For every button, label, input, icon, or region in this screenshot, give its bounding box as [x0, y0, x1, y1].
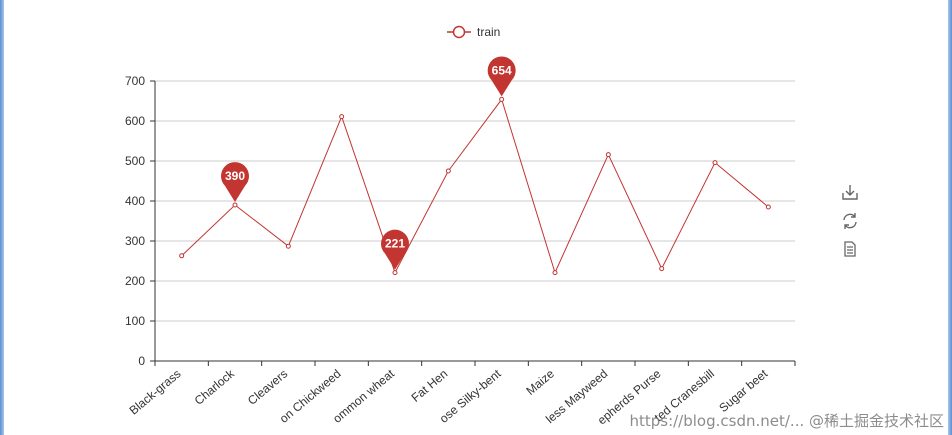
data-point[interactable] — [232, 202, 238, 208]
mark-points: 390 221 654 — [221, 56, 516, 270]
legend[interactable]: train — [447, 25, 500, 39]
mark-point-pin[interactable]: 221 — [380, 229, 410, 270]
y-tick-label: 200 — [125, 274, 145, 288]
x-tick-label: Sugar beet — [716, 366, 770, 415]
data-point[interactable] — [339, 114, 345, 120]
pin-label: 221 — [385, 237, 405, 251]
data-point[interactable] — [179, 253, 185, 259]
x-tick-label: Cleavers — [245, 367, 290, 408]
y-tick-label: 600 — [125, 114, 145, 128]
series-train — [179, 96, 771, 276]
series-line-train — [181, 98, 769, 275]
y-tick-label: 300 — [125, 234, 145, 248]
x-tick-label: Fat Hen — [409, 367, 451, 405]
data-point[interactable] — [392, 270, 398, 276]
data-point[interactable] — [445, 168, 451, 174]
download-icon[interactable] — [842, 185, 858, 200]
y-tick-label: 500 — [125, 154, 145, 168]
data-point[interactable] — [712, 160, 718, 166]
mark-point-pin[interactable]: 654 — [487, 56, 516, 97]
y-axis: 0 100 200 300 400 500 600 700 — [125, 74, 156, 368]
pin-label: 654 — [492, 63, 512, 77]
window-frame-right — [948, 0, 952, 435]
window-frame-left — [0, 0, 4, 435]
watermark: https://blog.csdn.net/... @稀土掘金技术社区 — [629, 412, 944, 430]
x-tick-label: Maize — [523, 366, 557, 398]
pin-shape — [380, 229, 410, 270]
data-point[interactable] — [499, 96, 505, 102]
mark-point-pin[interactable]: 390 — [221, 162, 250, 202]
data-point[interactable] — [285, 243, 291, 249]
x-tick-label: Charlock — [192, 366, 238, 408]
toolbox — [842, 185, 858, 257]
pin-shape — [487, 56, 516, 97]
data-point[interactable] — [552, 270, 558, 276]
y-tick-label: 700 — [125, 74, 145, 88]
data-point[interactable] — [659, 266, 665, 272]
y-tick-label: 100 — [125, 314, 145, 328]
refresh-icon[interactable] — [843, 213, 857, 229]
y-tick-label: 0 — [138, 354, 145, 368]
pin-label: 390 — [225, 169, 245, 183]
x-tick-label: Black-grass — [127, 367, 184, 418]
y-tick-label: 400 — [125, 194, 145, 208]
legend-circle-icon — [452, 25, 466, 39]
data-point[interactable] — [605, 152, 611, 158]
data-view-icon[interactable] — [844, 241, 856, 257]
legend-label: train — [477, 25, 500, 39]
pin-shape — [221, 162, 250, 202]
data-point[interactable] — [765, 204, 771, 210]
grid-lines — [155, 80, 795, 362]
